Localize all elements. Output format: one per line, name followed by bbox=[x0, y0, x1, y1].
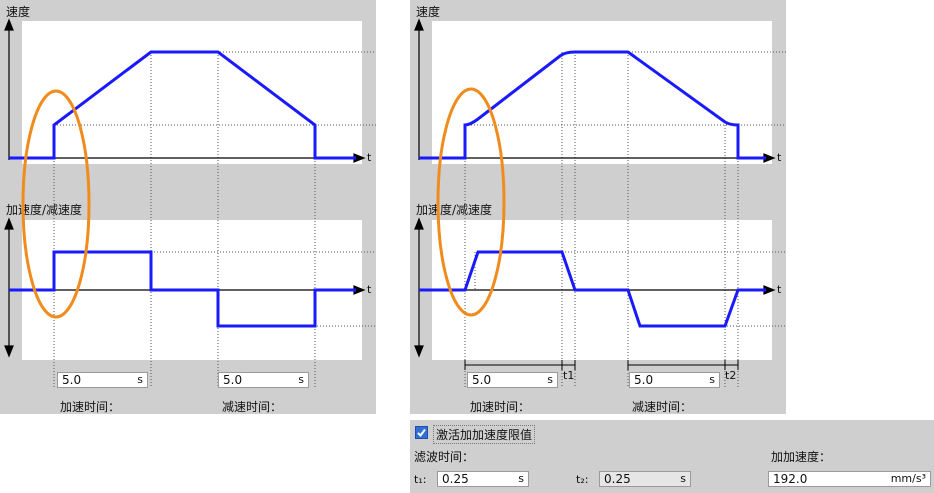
t1-input[interactable] bbox=[438, 472, 505, 486]
right-accel-title: 加速度/减速度 bbox=[416, 203, 493, 217]
right-speed-plot-area bbox=[432, 21, 772, 164]
right-accel-time-unit: s bbox=[547, 373, 553, 386]
right-accel-time-label: 加速时间： bbox=[470, 400, 531, 414]
filter-time-label: 滤波时间： bbox=[414, 450, 475, 464]
t2-input[interactable] bbox=[600, 472, 667, 486]
right-decel-time-label: 减速时间： bbox=[632, 400, 693, 414]
right-t1-marker: t1 bbox=[563, 369, 575, 382]
left-speed-title: 速度 bbox=[6, 5, 31, 19]
left-t-axis-label-top: t bbox=[367, 151, 372, 164]
right-t-axis-label-bottom: t bbox=[777, 283, 782, 296]
jerk-unit: mm/s³ bbox=[890, 472, 926, 485]
right-accel-time-field[interactable]: s bbox=[467, 372, 558, 388]
right-speed-title: 速度 bbox=[416, 5, 441, 19]
right-accel-curve bbox=[419, 250, 766, 328]
t2-field[interactable]: s bbox=[599, 471, 691, 487]
left-decel-time-field[interactable]: s bbox=[218, 372, 309, 388]
checkmark-icon bbox=[417, 428, 426, 438]
left-decel-time-label: 减速时间： bbox=[222, 400, 283, 414]
right-highlight-ellipse bbox=[436, 87, 506, 317]
left-decel-time-unit: s bbox=[298, 373, 304, 386]
left-t-axis-label-bottom: t bbox=[367, 283, 372, 296]
right-decel-time-input[interactable] bbox=[630, 373, 697, 387]
t2-field-label: t₂: bbox=[576, 473, 589, 486]
right-decel-time-field[interactable]: s bbox=[629, 372, 720, 388]
left-accel-time-label: 加速时间： bbox=[60, 400, 121, 414]
right-t2-marker: t2 bbox=[725, 369, 737, 382]
left-speed-curve bbox=[9, 50, 356, 160]
right-t-axis-label-top: t bbox=[777, 151, 782, 164]
left-highlight-ellipse bbox=[21, 89, 91, 319]
jerk-label: 加加速度： bbox=[771, 450, 832, 464]
left-profile-diagram bbox=[4, 18, 376, 388]
jerk-value-field[interactable]: mm/s³ bbox=[768, 471, 931, 487]
t2-unit: s bbox=[680, 472, 686, 485]
right-profile-diagram bbox=[414, 18, 786, 388]
left-decel-time-input[interactable] bbox=[219, 373, 286, 387]
left-accel-curve bbox=[9, 250, 356, 328]
left-accel-time-unit: s bbox=[137, 373, 143, 386]
left-accel-time-field[interactable]: s bbox=[57, 372, 148, 388]
activate-jerk-checkbox[interactable] bbox=[415, 426, 428, 439]
right-accel-time-input[interactable] bbox=[468, 373, 535, 387]
left-accel-title: 加速度/减速度 bbox=[6, 203, 83, 217]
left-speed-plot-area bbox=[22, 21, 362, 164]
t1-unit: s bbox=[518, 472, 524, 485]
right-speed-curve bbox=[419, 50, 766, 160]
t1-field[interactable]: s bbox=[437, 471, 529, 487]
left-accel-time-input[interactable] bbox=[58, 373, 125, 387]
activate-jerk-label[interactable]: 激活加加速度限值 bbox=[433, 425, 536, 444]
right-decel-time-unit: s bbox=[709, 373, 715, 386]
jerk-value-input[interactable] bbox=[769, 472, 886, 486]
t1-field-label: t₁: bbox=[414, 473, 427, 486]
